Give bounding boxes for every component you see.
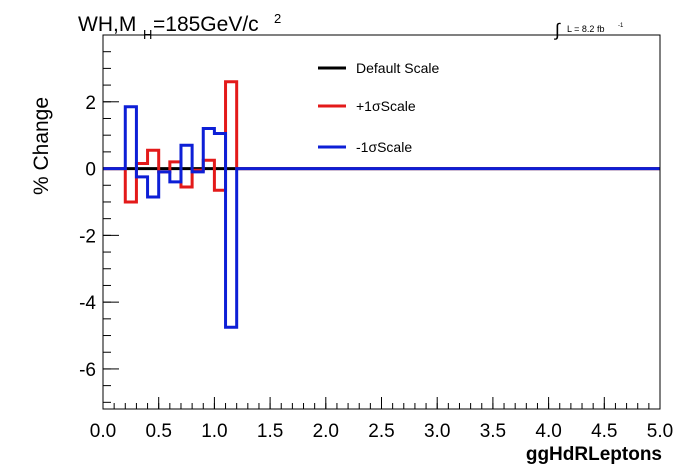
title-main: WH,M [78, 13, 136, 36]
x-tick-label: 1.0 [201, 421, 227, 442]
series-line-2 [103, 105, 660, 329]
lumi-superscript: -1 [618, 23, 624, 29]
x-tick-label: 0.5 [145, 421, 171, 442]
y-tick-label: -6 [79, 360, 96, 381]
integral-sign: ∫ [553, 20, 561, 40]
x-tick-label: 3.5 [480, 421, 506, 442]
x-tick-label: 0.0 [90, 421, 116, 442]
x-tick-label: 4.5 [591, 421, 617, 442]
y-tick-label: 0 [85, 160, 96, 181]
x-tick-label: 2.0 [313, 421, 339, 442]
x-tick-label: 2.5 [368, 421, 394, 442]
axis-tick-labels: 0.0 0.5 1.0 1.5 2.0 2.5 3.0 3.5 4.0 4.5 5.0 -6 -4 -2 0… [79, 93, 673, 442]
title-superscript: 2 [274, 11, 281, 26]
y-tick-label: -4 [79, 293, 96, 314]
y-axis-label: % Change [30, 97, 53, 195]
y-tick-label: -2 [79, 226, 96, 247]
x-tick-label: 4.0 [535, 421, 561, 442]
plot-frame [102, 34, 661, 410]
title-rest: =185GeV/c [153, 13, 259, 36]
x-tick-label: 5.0 [647, 421, 673, 442]
lumi-label: L = 8.2 fb [567, 24, 604, 34]
x-tick-label: 1.5 [257, 421, 283, 442]
y-tick-label: 2 [85, 93, 96, 114]
legend-label-default: Default Scale [356, 60, 439, 76]
x-axis-label: ggHdRLeptons [526, 444, 662, 465]
legend-label-plus-sigma: +1σScale [356, 98, 416, 114]
legend-label-minus-sigma: -1σScale [356, 139, 412, 155]
x-tick-label: 3.0 [424, 421, 450, 442]
legend: Default Scale +1σScale -1σScale [318, 60, 439, 155]
data-series [103, 80, 660, 329]
